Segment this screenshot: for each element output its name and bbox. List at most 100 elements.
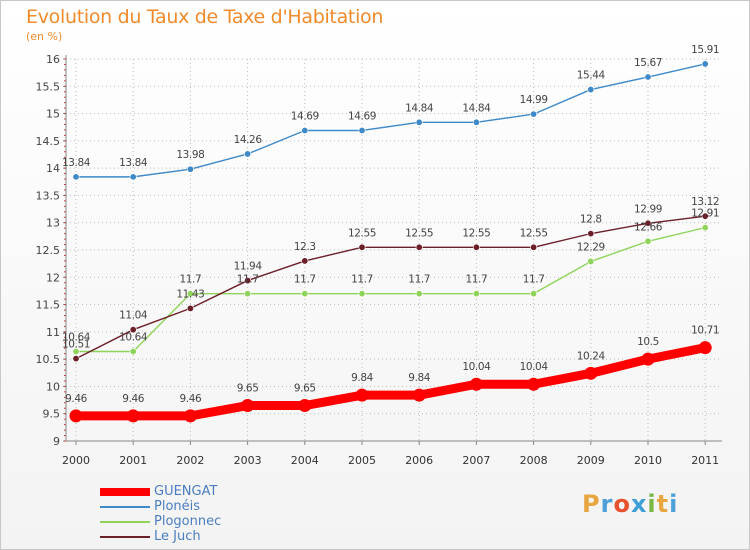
data-label-guengat: 9.65 <box>294 383 316 395</box>
legend-swatch <box>100 536 150 538</box>
y-tick-label: 14 <box>46 162 60 175</box>
data-label-le-juch: 11.43 <box>176 288 204 300</box>
data-point-guengat <box>69 409 83 423</box>
data-label-ploneis: 14.69 <box>291 110 319 122</box>
data-point-ploneis <box>301 126 309 134</box>
series-line-ploneis <box>75 63 706 178</box>
x-tick-label: 2003 <box>234 454 262 467</box>
data-label-le-juch: 12.99 <box>634 203 662 215</box>
data-point-ploneis <box>129 173 137 181</box>
data-point-ploneis <box>186 165 194 173</box>
y-tick-label: 14.5 <box>36 135 61 148</box>
series-line-plogonnec <box>75 226 706 353</box>
data-label-le-juch: 12.55 <box>462 227 490 239</box>
data-label-ploneis: 14.69 <box>348 110 376 122</box>
logo-letter: P <box>582 490 601 518</box>
y-tick-label: 10 <box>46 380 60 393</box>
data-label-le-juch: 12.8 <box>580 214 602 226</box>
data-point-plogonnec <box>358 290 366 298</box>
y-tick-label: 15 <box>46 108 60 121</box>
data-point-plogonnec <box>530 290 538 298</box>
data-label-plogonnec: 11.7 <box>294 274 316 286</box>
legend-label: Plogonnec <box>154 514 222 529</box>
data-point-plogonnec <box>301 290 309 298</box>
data-point-ploneis <box>587 86 595 94</box>
data-label-guengat: 9.46 <box>122 393 144 405</box>
data-label-guengat: 9.46 <box>180 393 202 405</box>
data-point-le-juch <box>358 243 366 251</box>
y-tick-label: 9.5 <box>43 408 61 421</box>
data-label-le-juch: 11.04 <box>119 310 148 322</box>
legend-label: GUENGAT <box>154 484 218 499</box>
data-point-le-juch <box>472 243 480 251</box>
data-label-ploneis: 15.67 <box>634 57 662 69</box>
data-point-ploneis <box>530 110 538 118</box>
x-tick-label: 2007 <box>462 454 490 467</box>
data-point-le-juch <box>244 277 252 285</box>
legend-swatch <box>100 488 150 496</box>
data-label-ploneis: 14.84 <box>405 102 434 114</box>
data-point-plogonnec <box>472 290 480 298</box>
chart-subtitle: (en %) <box>26 30 63 43</box>
y-tick-label: 11 <box>46 326 60 339</box>
logo-letter: i <box>647 490 657 518</box>
y-tick-label: 12 <box>46 271 60 284</box>
data-point-ploneis <box>72 173 80 181</box>
data-label-guengat: 10.71 <box>691 325 719 337</box>
x-tick-label: 2004 <box>291 454 319 467</box>
logo-letter: t <box>656 490 670 518</box>
data-point-ploneis <box>701 60 709 68</box>
y-tick-label: 16 <box>46 53 60 66</box>
x-tick-label: 2005 <box>348 454 376 467</box>
data-label-plogonnec: 11.7 <box>523 274 545 286</box>
legend-label: Plonéis <box>154 499 201 514</box>
data-point-le-juch <box>301 257 309 265</box>
data-point-ploneis <box>472 118 480 126</box>
data-point-plogonnec <box>129 348 137 356</box>
data-point-guengat <box>412 388 426 402</box>
data-label-ploneis: 14.84 <box>462 102 491 114</box>
data-label-ploneis: 13.84 <box>62 157 91 169</box>
data-label-ploneis: 13.98 <box>176 149 204 161</box>
legend-swatch <box>100 521 150 523</box>
data-label-guengat: 9.65 <box>237 383 259 395</box>
data-label-ploneis: 14.26 <box>234 134 263 146</box>
data-point-le-juch <box>644 219 652 227</box>
data-label-ploneis: 13.84 <box>119 157 148 169</box>
data-point-le-juch <box>129 326 137 334</box>
data-point-plogonnec <box>644 237 652 245</box>
series-line-le-juch <box>75 215 706 360</box>
data-point-guengat <box>298 399 312 413</box>
y-tick-label: 9 <box>53 435 60 448</box>
data-label-plogonnec: 12.91 <box>691 208 719 220</box>
data-label-plogonnec: 11.7 <box>180 274 202 286</box>
data-point-guengat <box>584 366 598 380</box>
data-label-plogonnec: 11.7 <box>466 274 488 286</box>
data-label-le-juch: 12.55 <box>348 227 376 239</box>
data-point-plogonnec <box>701 224 709 232</box>
x-tick-label: 2011 <box>691 454 719 467</box>
legend-label: Le Juch <box>154 529 201 544</box>
data-point-plogonnec <box>186 290 194 298</box>
x-tick-label: 2009 <box>577 454 605 467</box>
data-label-plogonnec: 11.7 <box>237 274 259 286</box>
x-tick-label: 2001 <box>119 454 147 467</box>
x-tick-label: 2010 <box>634 454 662 467</box>
data-label-le-juch: 10.51 <box>62 339 90 351</box>
data-label-le-juch: 12.55 <box>520 227 548 239</box>
data-point-ploneis <box>415 118 423 126</box>
data-point-plogonnec <box>72 348 80 356</box>
data-label-plogonnec: 12.29 <box>577 241 605 253</box>
data-point-le-juch <box>72 355 80 363</box>
data-point-ploneis <box>644 73 652 81</box>
y-tick-label: 13.5 <box>36 189 61 202</box>
x-tick-label: 2008 <box>520 454 548 467</box>
data-point-le-juch <box>587 230 595 238</box>
data-point-guengat <box>183 409 197 423</box>
data-label-plogonnec: 10.64 <box>62 332 91 344</box>
data-label-guengat: 10.24 <box>577 350 606 362</box>
data-point-le-juch <box>186 304 194 312</box>
series-line-guengat <box>71 343 710 421</box>
